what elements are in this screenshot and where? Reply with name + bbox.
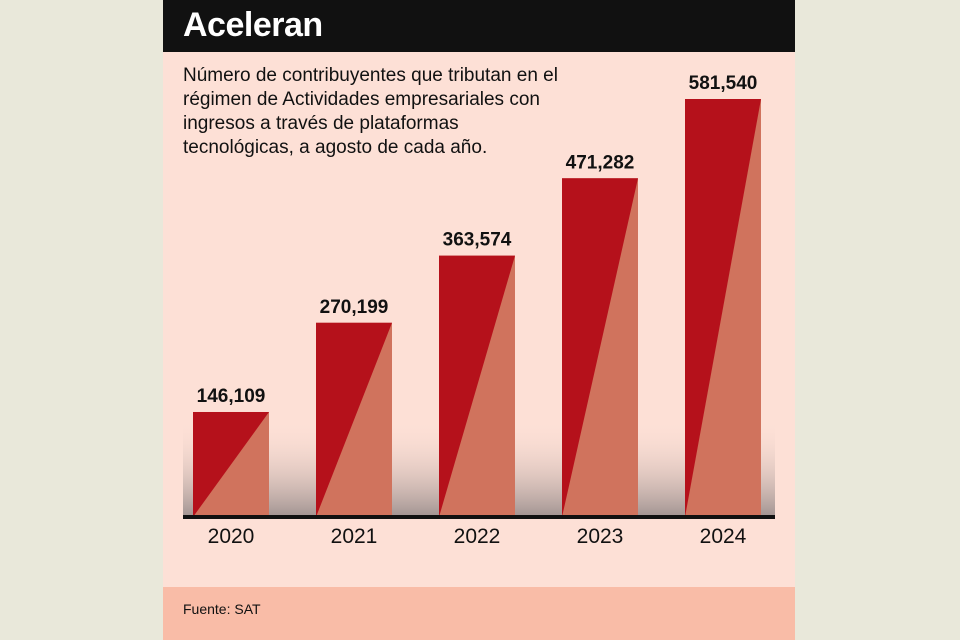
bar-highlight [193,411,269,517]
x-tick-label: 2022 [454,525,501,548]
bar-highlight [685,99,761,517]
chart-title: Aceleran [183,6,323,44]
header-bar: Aceleran [163,0,795,52]
bar-highlight [562,178,638,517]
infographic-card: Aceleran Número de contribuyentes que tr… [163,0,795,640]
x-tick-label: 2024 [700,525,747,548]
x-tick-label: 2020 [208,525,255,548]
x-axis-line [183,515,775,519]
chart-subtitle: Número de contribuyentes que tributan en… [183,65,558,158]
value-label: 581,540 [689,73,758,94]
value-label: 471,282 [566,152,635,173]
bar-highlight [316,322,392,517]
bar-chart: 146,109 2020 270,199 2021 363,574 2022 471,282… [183,73,775,548]
x-tick-label: 2023 [577,525,624,548]
value-label: 146,109 [197,386,266,407]
value-label: 363,574 [443,230,512,251]
x-tick-label: 2021 [331,525,378,548]
bar-highlight [439,255,515,517]
value-label: 270,199 [320,297,389,318]
source-note: Fuente: SAT [183,601,261,617]
footer: Fuente: SAT [163,587,795,640]
